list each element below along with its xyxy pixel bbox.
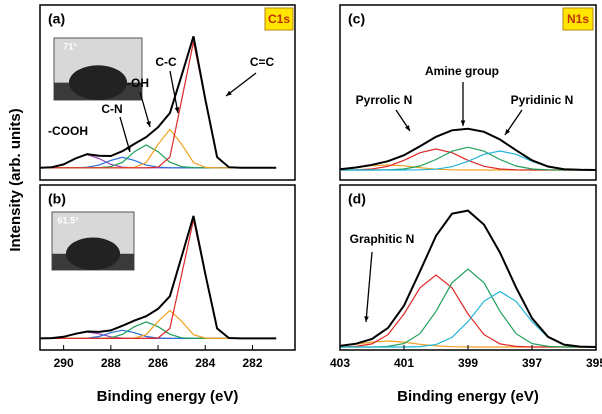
arrow-head	[174, 107, 180, 113]
fit-envelope	[39, 215, 277, 340]
fit-envelope	[339, 209, 597, 348]
arrow-head	[460, 120, 466, 126]
annotation: -COOH	[48, 124, 88, 138]
arrow-head	[226, 90, 232, 96]
annotation: 71°	[63, 41, 77, 51]
annotation-arrow	[139, 91, 151, 128]
fit-component	[340, 146, 596, 171]
x-tick-label: 397	[522, 356, 542, 370]
x-tick-label: 290	[54, 356, 74, 370]
x-tick-label: 395	[586, 356, 602, 370]
annotation-arrow	[365, 251, 373, 323]
panel-label: (a)	[48, 11, 65, 27]
annotation-arrow	[225, 72, 257, 97]
title-box	[562, 7, 594, 31]
title-box	[264, 7, 294, 31]
plot-frame	[339, 4, 597, 181]
annotation: C-C	[155, 55, 177, 69]
panel-title: C1s	[268, 12, 290, 26]
x-tick-label: 403	[330, 356, 350, 370]
x-tick-label: 282	[242, 356, 262, 370]
annotation: C=C	[250, 55, 275, 69]
arrow-head	[364, 316, 369, 322]
annotation: -OH	[127, 76, 149, 90]
fit-component	[40, 144, 277, 169]
arrow-head	[505, 129, 511, 135]
x-tick-label: 399	[458, 356, 478, 370]
annotation: Amine group	[425, 64, 499, 78]
x-tick-label: 286	[148, 356, 168, 370]
fit-component	[40, 321, 277, 339]
x-axis-label: Binding energy (eV)	[97, 388, 239, 405]
fit-component	[339, 148, 596, 171]
x-tick-label: 284	[195, 356, 215, 370]
plot-frame	[39, 4, 296, 181]
fit-component	[339, 274, 596, 348]
x-axis-label: Binding energy (eV)	[397, 388, 539, 405]
inset-droplet	[68, 65, 128, 100]
annotation: Pyridinic N	[511, 93, 574, 107]
fit-envelope	[339, 127, 597, 171]
fit-component	[340, 290, 597, 348]
panel-title: N1s	[567, 12, 589, 26]
arrow-head	[404, 125, 410, 131]
x-tick-label: 288	[101, 356, 121, 370]
fit-envelope	[39, 36, 277, 169]
plot-frame	[39, 184, 296, 351]
panel-label: (b)	[48, 191, 66, 207]
annotation: 61.5°	[57, 215, 79, 225]
annotation: Pyrrolic N	[356, 93, 413, 107]
annotation: C-N	[101, 102, 122, 116]
panel-label: (d)	[348, 191, 366, 207]
fit-component	[39, 153, 277, 169]
x-tick-label: 401	[394, 356, 414, 370]
y-axis-label: Intensity (arb. units)	[7, 108, 24, 251]
annotation-arrow	[119, 116, 131, 153]
arrow-head	[146, 121, 151, 127]
panel-label: (c)	[348, 11, 365, 27]
annotation-arrow	[169, 70, 179, 114]
annotation: Graphitic N	[350, 232, 415, 246]
inset-droplet	[65, 237, 121, 270]
arrow-head	[126, 146, 131, 152]
